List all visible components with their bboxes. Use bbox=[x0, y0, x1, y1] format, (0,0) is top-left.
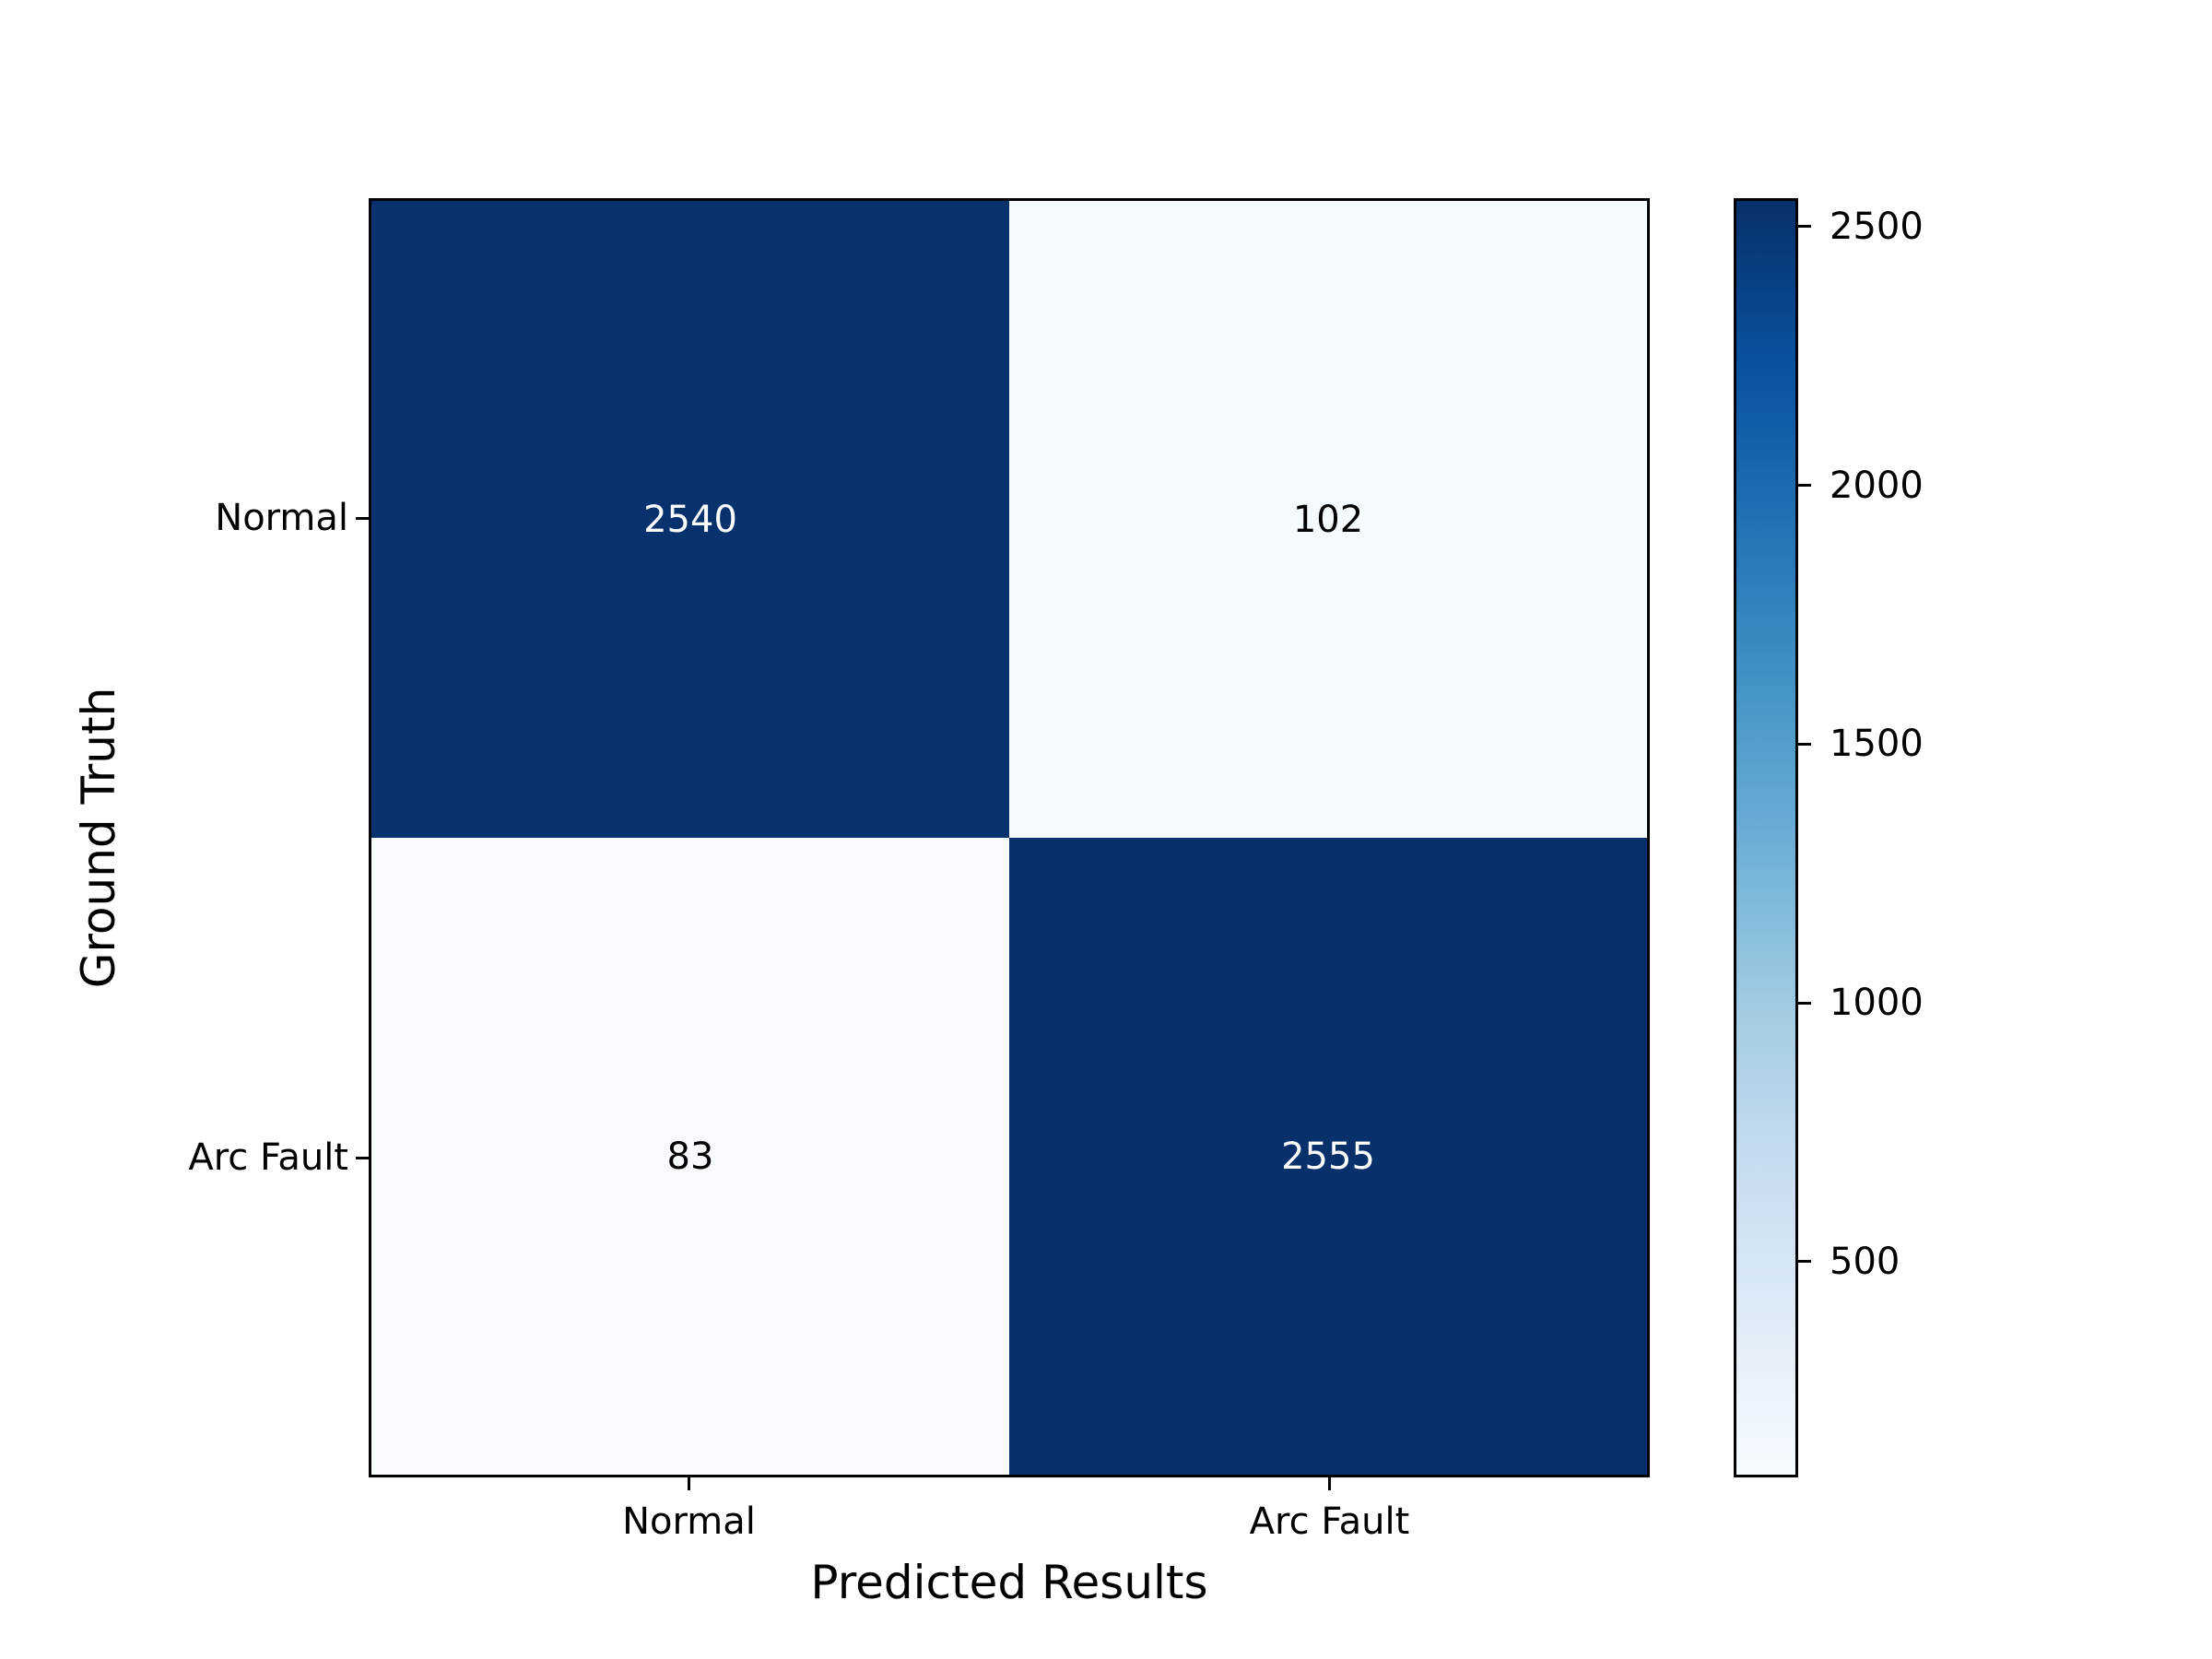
x-tick-label-arc-fault: Arc Fault bbox=[1249, 1500, 1410, 1543]
x-tick-label-normal: Normal bbox=[622, 1500, 756, 1543]
colorbar-tick-label-1500: 1500 bbox=[1830, 723, 1924, 766]
heatmap-grid: 2540 102 83 2555 bbox=[369, 198, 1650, 1477]
colorbar-tick-mark bbox=[1798, 742, 1811, 746]
y-tick-label-arc-fault: Arc Fault bbox=[188, 1136, 348, 1179]
colorbar-tick-mark bbox=[1798, 484, 1811, 488]
colorbar-tick-mark bbox=[1798, 225, 1811, 229]
y-tick-mark bbox=[356, 516, 369, 520]
colorbar-tick-label-500: 500 bbox=[1830, 1240, 1900, 1283]
colorbar-tick-mark bbox=[1798, 1001, 1811, 1005]
cell-normal-arc-fault: 102 bbox=[1009, 201, 1647, 838]
y-axis-title: Ground Truth bbox=[72, 687, 125, 989]
colorbar-tick-mark bbox=[1798, 1260, 1811, 1264]
cell-arc-fault-normal: 83 bbox=[371, 838, 1009, 1475]
colorbar-tick-label-2500: 2500 bbox=[1830, 205, 1924, 248]
cell-normal-normal: 2540 bbox=[371, 201, 1009, 838]
cell-arc-fault-arc-fault: 2555 bbox=[1009, 838, 1647, 1475]
x-tick-mark bbox=[1328, 1477, 1331, 1490]
colorbar bbox=[1734, 198, 1798, 1477]
colorbar-tick-label-1000: 1000 bbox=[1830, 982, 1924, 1025]
x-tick-mark bbox=[688, 1477, 690, 1490]
y-tick-mark bbox=[356, 1156, 369, 1159]
colorbar-tick-label-2000: 2000 bbox=[1830, 464, 1924, 507]
x-axis-title: Predicted Results bbox=[810, 1556, 1208, 1609]
y-tick-label-normal: Normal bbox=[215, 497, 348, 539]
